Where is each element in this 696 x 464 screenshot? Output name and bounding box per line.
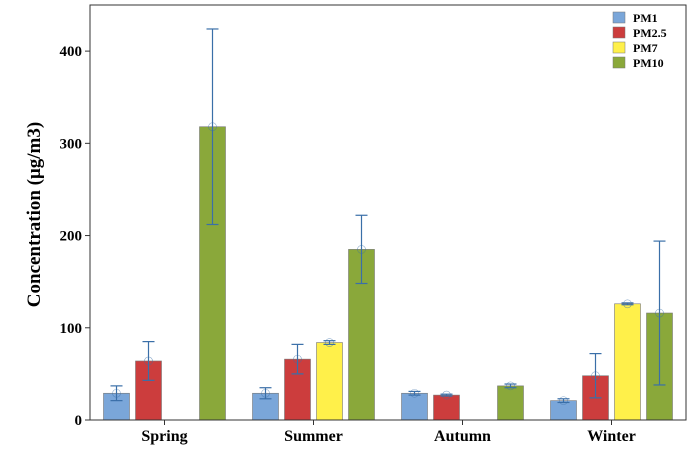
x-tick-label: Summer [284, 428, 343, 445]
mean-marker [506, 381, 515, 391]
legend-swatch [612, 11, 626, 24]
legend-swatch [612, 26, 626, 39]
errorbars-layer [110, 28, 666, 405]
y-axis: 0 100 200 300 400 [60, 44, 90, 429]
bar-pm1-summer [252, 392, 279, 421]
mean-marker [559, 396, 568, 405]
legend-swatch [612, 41, 626, 54]
x-tick-label: Spring [141, 428, 187, 445]
bars-layer [103, 126, 673, 421]
legend-label: PM7 [633, 41, 658, 55]
mean-marker [623, 299, 632, 309]
mean-marker [325, 338, 334, 347]
y-tick-label: 300 [60, 136, 83, 152]
plot-frame [89, 4, 687, 421]
y-tick-label: 100 [60, 321, 83, 337]
mean-marker [144, 356, 153, 366]
y-axis-title: Concentration (μg/m3) [24, 122, 45, 307]
legend-label: PM10 [633, 56, 664, 70]
legend-label: PM2.5 [633, 26, 667, 40]
x-tick-label: Winter [587, 428, 636, 445]
y-tick-label: 200 [60, 229, 83, 245]
mean-marker [591, 371, 600, 381]
mean-marker [655, 308, 664, 318]
bar-pm7-winter [614, 303, 641, 421]
mean-marker [293, 354, 302, 364]
bar-pm10-autumn [497, 385, 524, 421]
mean-marker [112, 388, 121, 398]
legend-label: PM1 [633, 11, 658, 25]
mean-marker [442, 390, 451, 400]
x-tick-label: Autumn [434, 428, 491, 445]
bar-pm7-summer [316, 342, 343, 421]
mean-marker [410, 388, 419, 398]
mean-marker [261, 388, 270, 398]
mean-marker [357, 245, 366, 254]
mean-marker [208, 122, 217, 132]
bar-pm1-winter [550, 400, 577, 421]
legend-swatch [612, 56, 626, 69]
y-tick-label: 400 [60, 44, 83, 60]
x-axis: Spring Summer Autumn Winter [141, 420, 636, 445]
y-tick-label: 0 [75, 413, 83, 429]
